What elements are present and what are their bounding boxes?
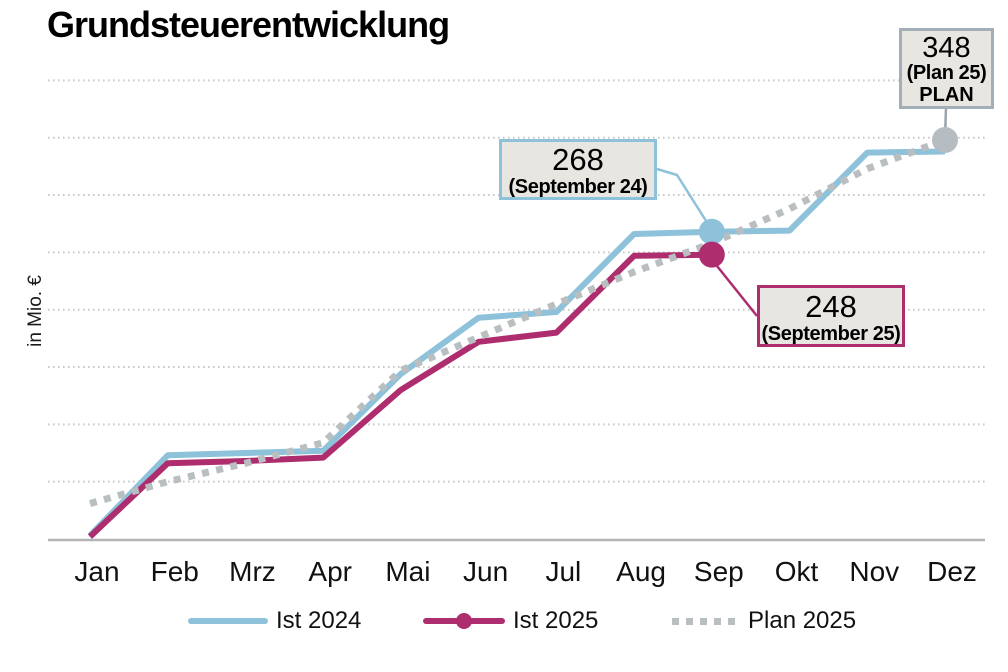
x-tick-label-sep: Sep bbox=[694, 556, 744, 587]
x-tick-label-mrz: Mrz bbox=[229, 556, 276, 587]
callout-september-25-caption: (September 25) bbox=[761, 323, 901, 345]
marker-sep-ist-2024 bbox=[698, 218, 725, 245]
callout-september-25-value: 248 bbox=[805, 289, 857, 324]
x-tick-label-okt: Okt bbox=[775, 556, 819, 587]
marker-sep-ist-2025 bbox=[698, 241, 725, 268]
x-tick-label-jun: Jun bbox=[463, 556, 508, 587]
callout-plan-dezember-tag: PLAN bbox=[919, 84, 974, 106]
x-tick-label-feb: Feb bbox=[151, 556, 199, 587]
callout-september-25: 248 (September 25) bbox=[757, 285, 905, 347]
x-tick-label-jul: Jul bbox=[545, 556, 581, 587]
x-tick-label-dez: Dez bbox=[927, 556, 977, 587]
callout-plan-dezember: 348 (Plan 25) PLAN bbox=[899, 28, 994, 109]
x-tick-label-apr: Apr bbox=[308, 556, 352, 587]
callout-plan-dezember-value: 348 bbox=[922, 32, 971, 64]
x-tick-label-mai: Mai bbox=[385, 556, 430, 587]
callout-connector-september-25 bbox=[712, 260, 758, 317]
callout-plan-dezember-caption: (Plan 25) bbox=[906, 62, 987, 84]
chart-title: Grundsteuerentwicklung bbox=[47, 4, 450, 45]
series-line-ist-2024 bbox=[87, 148, 946, 538]
callout-september-24: 268 (September 24) bbox=[499, 139, 657, 200]
marker-dez-plan-2025 bbox=[931, 127, 958, 153]
series-line-plan-2025 bbox=[89, 136, 947, 507]
x-tick-label-nov: Nov bbox=[849, 556, 899, 587]
callout-september-24-value: 268 bbox=[552, 142, 604, 177]
callout-connector-september-24 bbox=[656, 167, 710, 225]
callout-september-24-caption: (September 24) bbox=[508, 176, 648, 198]
x-tick-label-aug: Aug bbox=[616, 556, 666, 587]
series-line-ist-2025 bbox=[87, 251, 712, 539]
x-tick-label-jan: Jan bbox=[74, 556, 119, 587]
